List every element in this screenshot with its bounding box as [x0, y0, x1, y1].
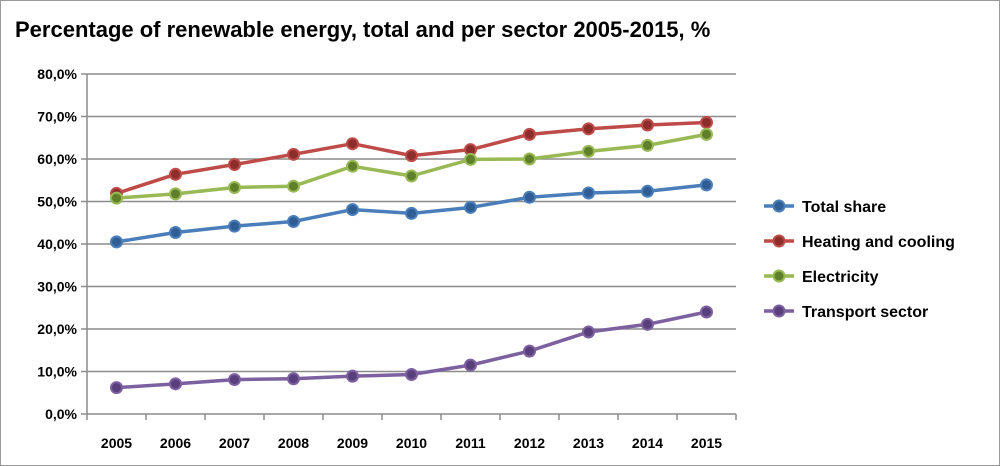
data-point-total-share	[228, 219, 241, 233]
data-point-transport-sector	[464, 358, 477, 372]
data-point-transport-sector	[110, 381, 123, 395]
y-tick-label: 60,0%	[37, 151, 77, 167]
y-tick-label: 10,0%	[37, 364, 77, 380]
data-point-transport-sector	[641, 317, 654, 331]
data-point-transport-sector	[228, 373, 241, 387]
legend-label-total-share: Total share	[802, 199, 886, 216]
y-tick-label: 70,0%	[37, 109, 77, 125]
x-tick-label: 2007	[219, 435, 250, 451]
data-point-electricity	[523, 152, 536, 166]
x-tick-label: 2013	[573, 435, 604, 451]
data-point-total-share	[523, 190, 536, 204]
data-point-heating-and-cooling	[228, 158, 241, 172]
data-point-heating-and-cooling	[346, 137, 359, 151]
data-point-electricity	[700, 127, 713, 141]
data-point-electricity	[287, 179, 300, 193]
legend-marker-total-share	[772, 199, 786, 213]
data-point-electricity	[110, 191, 123, 205]
data-point-total-share	[464, 200, 477, 214]
x-tick-label: 2014	[632, 435, 663, 451]
data-point-electricity	[464, 152, 477, 166]
x-tick-label: 2005	[101, 435, 132, 451]
data-point-heating-and-cooling	[523, 127, 536, 141]
data-point-electricity	[228, 180, 241, 194]
y-tick-label: 30,0%	[37, 279, 77, 295]
data-point-transport-sector	[287, 372, 300, 386]
data-point-heating-and-cooling	[169, 167, 182, 181]
data-point-transport-sector	[405, 367, 418, 381]
y-tick-label: 40,0%	[37, 236, 77, 252]
data-point-heating-and-cooling	[641, 118, 654, 132]
data-point-transport-sector	[582, 325, 595, 339]
data-point-total-share	[110, 235, 123, 249]
y-tick-label: 20,0%	[37, 321, 77, 337]
data-point-heating-and-cooling	[700, 115, 713, 129]
data-point-electricity	[582, 144, 595, 158]
x-tick-label: 2006	[160, 435, 191, 451]
y-tick-label: 50,0%	[37, 194, 77, 210]
legend-label-electricity: Electricity	[802, 269, 879, 286]
data-point-electricity	[641, 138, 654, 152]
data-point-heating-and-cooling	[287, 147, 300, 161]
data-point-total-share	[287, 214, 300, 228]
legend: Total share Heating and cooling Electricit…	[764, 199, 955, 321]
series-line-electricity	[116, 132, 707, 200]
legend-label-heating-and-cooling: Heating and cooling	[802, 234, 955, 251]
y-tick-label: 80,0%	[37, 66, 77, 82]
data-point-heating-and-cooling	[405, 149, 418, 163]
x-tick-label: 2015	[691, 435, 722, 451]
legend-marker-electricity	[772, 269, 786, 283]
chart-title: Percentage of renewable energy, total an…	[15, 17, 711, 42]
data-point-electricity	[169, 187, 182, 201]
data-point-transport-sector	[169, 377, 182, 391]
axes: 0,0% 10,0% 20,0% 30,0% 40,0% 50,0% 60,0% 70,0% 8…	[37, 66, 737, 451]
data-point-transport-sector	[523, 344, 536, 358]
x-tick-label: 2008	[278, 435, 309, 451]
legend-marker-heating-and-cooling	[772, 234, 786, 248]
data-point-electricity	[346, 159, 359, 173]
data-point-total-share	[405, 206, 418, 220]
data-point-total-share	[582, 186, 595, 200]
data-point-total-share	[700, 178, 713, 192]
data-point-total-share	[641, 184, 654, 198]
x-tick-label: 2011	[455, 435, 486, 451]
legend-marker-transport-sector	[772, 304, 786, 318]
data-point-electricity	[405, 169, 418, 183]
data-point-transport-sector	[700, 305, 713, 319]
series-lines	[110, 115, 713, 395]
x-tick-label: 2010	[396, 435, 427, 451]
x-tick-label: 2012	[514, 435, 545, 451]
data-point-transport-sector	[346, 369, 359, 383]
legend-label-transport-sector: Transport sector	[802, 304, 928, 321]
data-point-total-share	[169, 226, 182, 240]
x-tick-label: 2009	[337, 435, 368, 451]
y-tick-label: 0,0%	[45, 406, 77, 422]
data-point-total-share	[346, 203, 359, 217]
data-point-heating-and-cooling	[582, 122, 595, 136]
